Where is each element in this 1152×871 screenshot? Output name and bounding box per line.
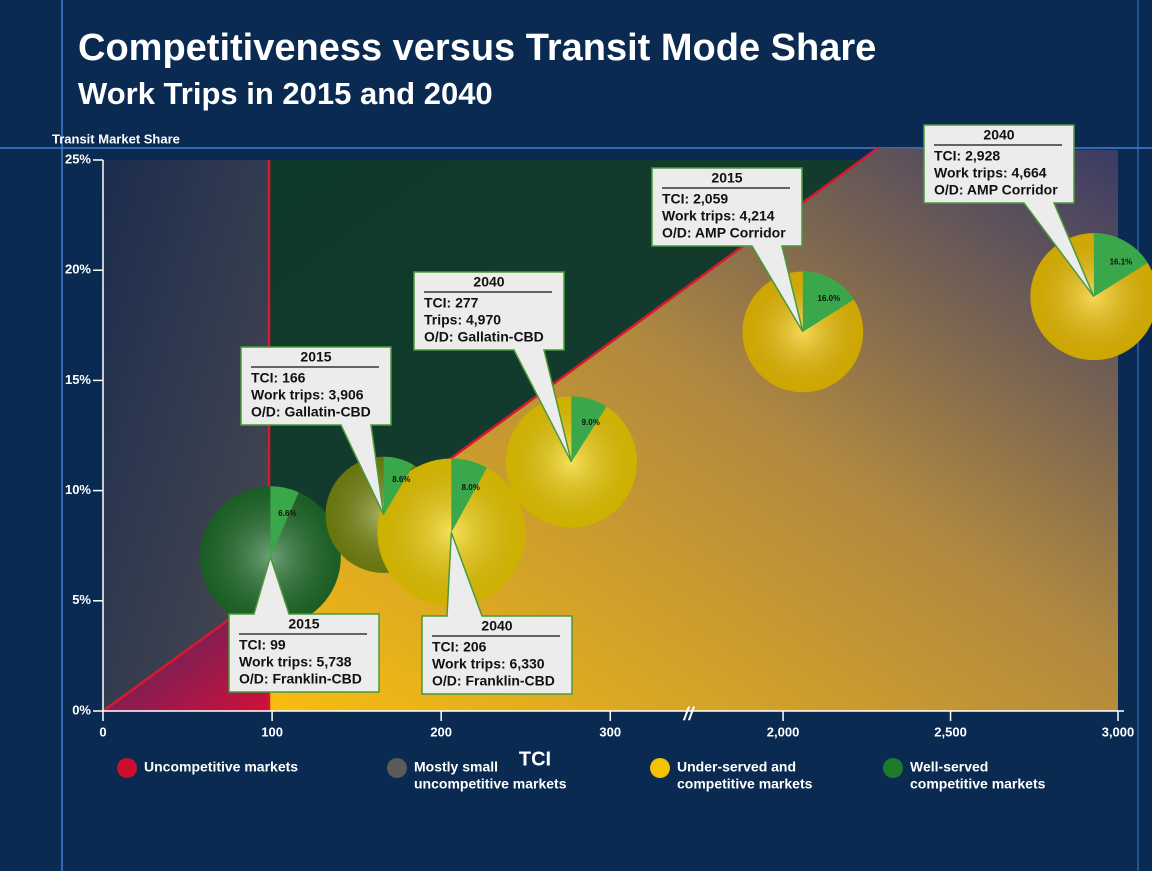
legend-swatch — [650, 758, 670, 778]
share-label: 8.6% — [392, 475, 410, 484]
x-tick-label: 2,500 — [934, 724, 967, 739]
y-tick-label: 15% — [65, 372, 91, 387]
callout-line: O/D: AMP Corridor — [662, 225, 786, 241]
callout-box — [413, 271, 573, 463]
y-tick-label: 20% — [65, 262, 91, 277]
share-slice — [1093, 233, 1148, 297]
share-slice — [571, 396, 607, 462]
callout-line: O/D: Gallatin-CBD — [251, 404, 371, 420]
x-tick-label: 0 — [99, 724, 106, 739]
legend-label: Under-served and — [677, 759, 796, 775]
callout-box — [923, 124, 1095, 298]
chart-subtitle: Work Trips in 2015 and 2040 — [78, 76, 493, 111]
callout-box — [240, 346, 392, 516]
share-label: 6.6% — [278, 509, 296, 518]
callout-line: TCI: 2,928 — [934, 148, 1000, 164]
share-slice — [451, 458, 487, 533]
legend-label: competitive markets — [677, 776, 813, 792]
callout-box — [651, 167, 804, 333]
callout-line: Work trips: 6,330 — [432, 656, 545, 672]
y-tick-label: 5% — [72, 592, 91, 607]
share-slice — [802, 271, 854, 332]
callout-line: O/D: Franklin-CBD — [239, 671, 362, 687]
legend-swatch — [883, 758, 903, 778]
y-axis-label: Transit Market Share — [52, 131, 180, 146]
share-label: 16.0% — [818, 294, 841, 303]
legend-label: Uncompetitive markets — [144, 759, 298, 775]
share-label: 16.1% — [1110, 257, 1133, 266]
x-tick-label: 2,000 — [767, 724, 800, 739]
callout-year: 2015 — [300, 349, 331, 365]
y-tick-label: 0% — [72, 702, 91, 717]
callout-line: O/D: Gallatin-CBD — [424, 329, 544, 345]
callout-line: Work trips: 3,906 — [251, 387, 364, 403]
x-tick-label: 300 — [599, 724, 621, 739]
legend-label: Mostly small — [414, 759, 498, 775]
callout-box — [421, 532, 573, 695]
axis-break: // — [682, 704, 695, 724]
callout-box — [228, 554, 380, 693]
share-slice — [383, 456, 414, 515]
legend-label: competitive markets — [910, 776, 1046, 792]
callout-line: TCI: 99 — [239, 637, 286, 653]
share-slice — [270, 486, 299, 557]
share-label: 8.0% — [462, 483, 480, 492]
callout-line: O/D: AMP Corridor — [934, 182, 1058, 198]
callout-year: 2040 — [473, 274, 504, 290]
x-tick-label: 100 — [261, 724, 283, 739]
callout-line: TCI: 166 — [251, 370, 306, 386]
legend-label: Well-served — [910, 759, 988, 775]
y-tick-label: 25% — [65, 151, 91, 166]
callout-line: TCI: 206 — [432, 639, 487, 655]
callout-year: 2015 — [711, 170, 742, 186]
callout-line: O/D: Franklin-CBD — [432, 673, 555, 689]
legend-label: uncompetitive markets — [414, 776, 567, 792]
callout-line: Work trips: 4,664 — [934, 165, 1047, 181]
x-tick-label: 3,000 — [1102, 724, 1135, 739]
callout-year: 2040 — [983, 127, 1014, 143]
callout-line: TCI: 277 — [424, 295, 479, 311]
legend-swatch — [117, 758, 137, 778]
callout-line: Work trips: 5,738 — [239, 654, 352, 670]
callout-line: Trips: 4,970 — [424, 312, 501, 328]
callout-line: Work trips: 4,214 — [662, 208, 775, 224]
chart-title: Competitiveness versus Transit Mode Shar… — [78, 27, 876, 69]
share-label: 9.0% — [582, 418, 600, 427]
callout-line: TCI: 2,059 — [662, 191, 728, 207]
y-tick-label: 10% — [65, 482, 91, 497]
callout-year: 2015 — [288, 616, 319, 632]
callout-year: 2040 — [481, 618, 512, 634]
x-axis-label: TCI — [519, 748, 551, 770]
legend-swatch — [387, 758, 407, 778]
plot: // 0% 5% 10% 15% 20% 25% 0 100 200 300 2,000 2,500 3,… — [65, 124, 1152, 792]
x-tick-label: 200 — [430, 724, 452, 739]
